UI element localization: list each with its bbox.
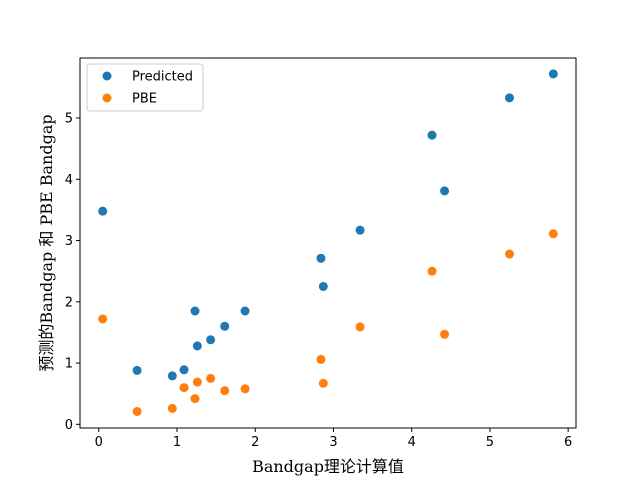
legend-box [86, 63, 204, 112]
predicted-point [190, 306, 200, 316]
plot-frame [79, 57, 577, 429]
legend-label-predicted: Predicted [132, 70, 193, 85]
pbe-point [440, 329, 450, 339]
pbe-point [192, 377, 202, 387]
x-tick-label: 0 [95, 435, 103, 450]
points-layer [98, 69, 558, 416]
pbe-point [427, 266, 437, 276]
predicted-point [240, 306, 250, 316]
pbe-point [179, 383, 189, 393]
predicted-point [132, 365, 142, 375]
predicted-point [192, 341, 202, 351]
pbe-point [167, 403, 177, 413]
y-tick-label: 5 [65, 112, 73, 127]
y-tick-label: 4 [65, 173, 73, 188]
pbe-point [316, 354, 326, 364]
pbe-point [132, 406, 142, 416]
legend: Predicted PBE [86, 63, 204, 112]
predicted-point [427, 130, 437, 140]
predicted-point [167, 371, 177, 381]
y-tick-label: 2 [65, 295, 73, 310]
predicted-point [318, 281, 328, 291]
pbe-point [548, 229, 558, 239]
x-axis-label: Bandgap理论计算值 [252, 457, 404, 476]
predicted-point [206, 335, 216, 345]
predicted-point [505, 93, 515, 103]
y-tick-label: 1 [65, 357, 73, 372]
predicted-point [355, 225, 365, 235]
x-tick-label: 3 [329, 435, 337, 450]
pbe-point [240, 384, 250, 394]
y-axis-label: 预测的Bandgap 和 PBE Bandgap [37, 114, 56, 371]
y-tick-label: 3 [65, 234, 73, 249]
predicted-point [316, 253, 326, 263]
x-tick-label: 6 [564, 435, 572, 450]
x-tick-label: 1 [173, 435, 181, 450]
legend-marker-predicted [102, 71, 112, 81]
x-tick-label: 2 [251, 435, 259, 450]
legend-marker-pbe [102, 93, 112, 103]
x-tick-label: 5 [486, 435, 494, 450]
pbe-point [355, 322, 365, 332]
pbe-point [98, 314, 108, 324]
pbe-point [220, 386, 230, 396]
ticks-layer: 0 1 2 3 4 5 6 0 1 2 3 4 5 [65, 112, 573, 450]
predicted-point [179, 365, 189, 375]
predicted-point [220, 321, 230, 331]
predicted-point [440, 186, 450, 196]
predicted-point [98, 206, 108, 216]
pbe-point [190, 394, 200, 404]
pbe-point [318, 378, 328, 388]
y-tick-label: 0 [65, 418, 73, 433]
legend-label-pbe: PBE [132, 92, 157, 107]
pbe-point [206, 373, 216, 383]
predicted-point [548, 69, 558, 79]
x-tick-label: 4 [408, 435, 416, 450]
pbe-point [505, 249, 515, 259]
